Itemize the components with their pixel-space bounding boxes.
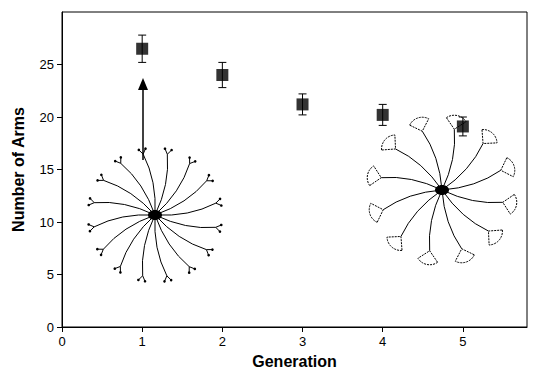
svg-text:0: 0 [47,320,54,335]
svg-text:15: 15 [40,162,54,177]
svg-text:2: 2 [219,334,226,349]
svg-text:1: 1 [139,334,146,349]
svg-text:3: 3 [299,334,306,349]
svg-text:Generation: Generation [252,353,336,370]
svg-text:10: 10 [40,215,54,230]
svg-text:5: 5 [459,334,466,349]
svg-text:25: 25 [40,57,54,72]
svg-text:20: 20 [40,110,54,125]
svg-text:5: 5 [47,267,54,282]
svg-text:0: 0 [58,334,65,349]
svg-text:Number of Arms: Number of Arms [10,107,27,232]
svg-text:4: 4 [379,334,386,349]
